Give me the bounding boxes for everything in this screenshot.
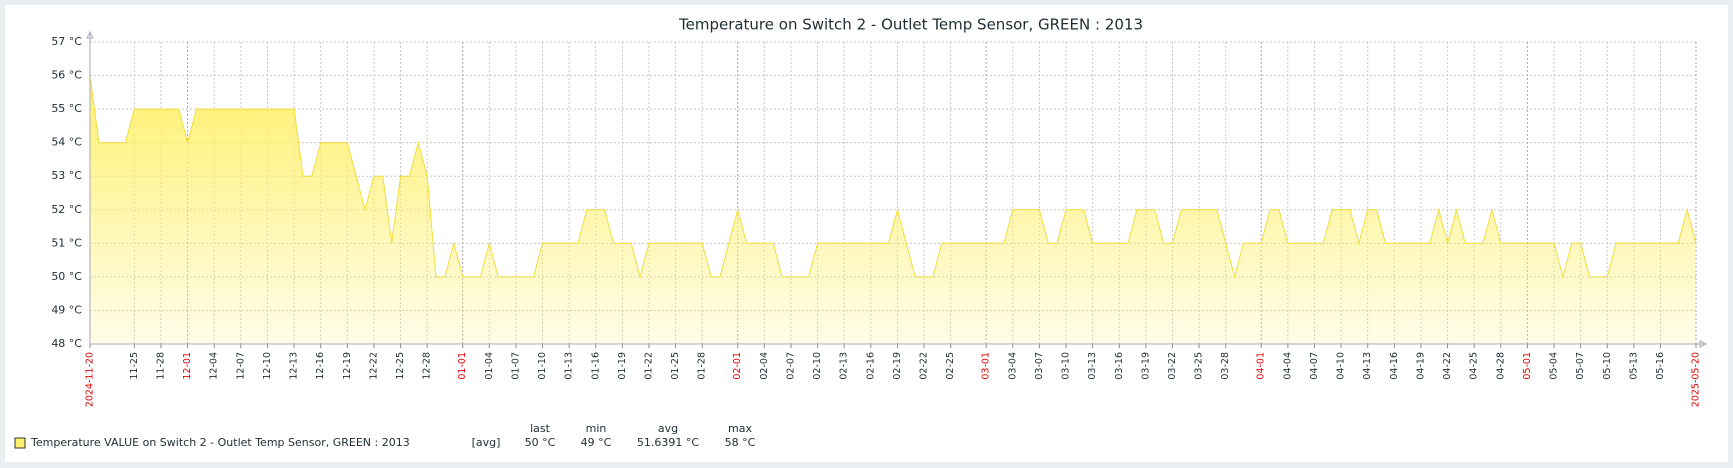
x-tick-label: 05-10	[1602, 352, 1613, 380]
x-tick-label: 01-16	[590, 352, 601, 380]
x-tick-label: 02-10	[812, 352, 823, 380]
x-tick-label: 12-19	[342, 352, 353, 380]
x-tick-label: 03-16	[1114, 352, 1125, 380]
y-tick-label: 56 °C	[51, 69, 82, 82]
x-tick-label: 03-19	[1140, 352, 1151, 380]
x-tick-label: 12-04	[209, 352, 220, 380]
y-tick-label: 52 °C	[51, 203, 82, 216]
legend-stat-header: max	[728, 422, 752, 435]
legend-stat-header: min	[586, 422, 607, 435]
x-tick-label: 04-04	[1282, 352, 1293, 380]
y-tick-label: 50 °C	[51, 270, 82, 283]
x-tick-label: 11-28	[155, 352, 166, 380]
x-tick-label: 04-07	[1309, 352, 1320, 380]
x-tick-label: 2024-11-20	[85, 352, 96, 407]
x-tick-label: 04-22	[1442, 352, 1453, 380]
x-tick-label: 04-19	[1415, 352, 1426, 380]
x-tick-label: 12-13	[289, 352, 300, 380]
x-tick-label: 02-07	[785, 352, 796, 380]
y-tick-label: 51 °C	[51, 236, 82, 249]
legend-stat-value: 49 °C	[581, 436, 612, 449]
x-tick-label: 05-01	[1522, 352, 1533, 380]
x-tick-label: 2025-05-20	[1691, 352, 1702, 407]
y-tick-label: 55 °C	[51, 102, 82, 115]
x-tick-label: 05-04	[1549, 352, 1560, 380]
legend-stat-value: 58 °C	[725, 436, 756, 449]
legend-stat-value: 50 °C	[525, 436, 556, 449]
x-tick-label: 04-25	[1469, 352, 1480, 380]
x-tick-label: 04-10	[1336, 352, 1347, 380]
x-tick-label: 04-16	[1389, 352, 1400, 380]
x-tick-label: 01-28	[697, 352, 708, 380]
x-tick-label: 03-04	[1007, 352, 1018, 380]
x-tick-label: 05-16	[1655, 352, 1666, 380]
line	[89, 75, 1697, 279]
x-tick-label: 12-22	[368, 352, 379, 380]
y-tick-label: 54 °C	[51, 136, 82, 149]
x-axis-arrow	[1699, 340, 1708, 348]
x-tick-label: 01-04	[484, 352, 495, 380]
x-tick-label: 01-25	[670, 352, 681, 380]
x-tick-label: 12-25	[395, 352, 406, 380]
area	[90, 75, 1696, 344]
x-tick-label: 05-07	[1575, 352, 1586, 380]
legend-label: Temperature VALUE on Switch 2 - Outlet T…	[30, 436, 410, 449]
x-tick-label: 01-07	[510, 352, 521, 380]
x-tick-label: 12-16	[315, 352, 326, 380]
x-tick-label: 12-10	[262, 352, 273, 380]
legend-function: [avg]	[472, 436, 501, 449]
x-tick-label: 02-13	[839, 352, 850, 380]
x-tick-label: 03-07	[1034, 352, 1045, 380]
x-tick-label: 12-01	[182, 352, 193, 380]
x-tick-label: 01-22	[643, 352, 654, 380]
legend-stat-header: last	[530, 422, 551, 435]
x-tick-label: 02-19	[892, 352, 903, 380]
x-tick-label: 04-01	[1256, 352, 1267, 380]
x-tick-label: 02-25	[945, 352, 956, 380]
y-tick-label: 48 °C	[51, 337, 82, 350]
x-tick-label: 03-10	[1061, 352, 1072, 380]
x-tick-label: 02-04	[759, 352, 770, 380]
x-tick-label: 02-01	[732, 352, 743, 380]
legend-stat-header: avg	[658, 422, 678, 435]
x-tick-label: 02-22	[919, 352, 930, 380]
x-tick-label: 03-25	[1194, 352, 1205, 380]
x-tick-label: 11-25	[129, 352, 140, 380]
legend-stat-value: 51.6391 °C	[637, 436, 699, 449]
x-tick-label: 03-28	[1220, 352, 1231, 380]
x-tick-label: 01-19	[617, 352, 628, 380]
x-tick-label: 01-01	[457, 352, 468, 380]
x-tick-label: 03-13	[1087, 352, 1098, 380]
y-tick-label: 53 °C	[51, 169, 82, 182]
y-tick-label: 49 °C	[51, 303, 82, 316]
x-tick-label: 12-07	[235, 352, 246, 380]
x-tick-label: 04-13	[1362, 352, 1373, 380]
x-tick-label: 01-10	[537, 352, 548, 380]
x-tick-label: 02-16	[865, 352, 876, 380]
chart-title: Temperature on Switch 2 - Outlet Temp Se…	[678, 16, 1143, 34]
x-tick-label: 04-28	[1495, 352, 1506, 380]
x-tick-label: 12-28	[422, 352, 433, 380]
x-tick-label: 03-22	[1167, 352, 1178, 380]
y-tick-label: 57 °C	[51, 35, 82, 48]
x-tick-label: 01-13	[564, 352, 575, 380]
x-tick-label: 03-01	[981, 352, 992, 380]
x-tick-label: 05-13	[1628, 352, 1639, 380]
legend-swatch	[14, 437, 26, 449]
y-axis-arrow	[86, 30, 94, 39]
